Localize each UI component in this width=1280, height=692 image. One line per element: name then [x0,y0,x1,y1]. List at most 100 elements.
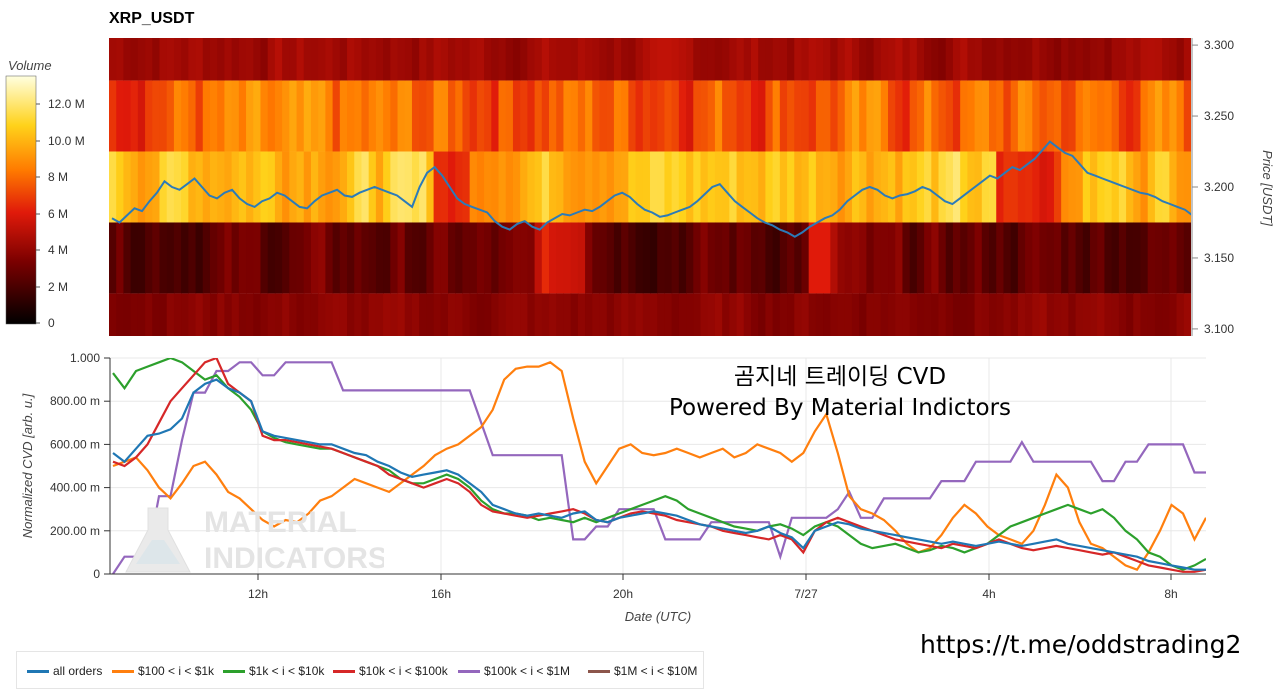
heatmap-cell [952,151,961,223]
heatmap-cell [686,293,694,336]
heatmap-cell [1104,222,1113,294]
heatmap-cell [361,293,370,336]
heatmap-cell [866,80,875,152]
cvd-y-tick-label: 400.00 m [50,481,100,495]
heatmap-cell [498,222,507,294]
telegram-link[interactable]: https://t.me/oddstrading2 [920,630,1242,659]
heatmap-cell [635,293,644,336]
heatmap-cell [1118,80,1127,152]
heatmap-cell [613,222,622,294]
heatmap-cell [1183,151,1191,223]
heatmap-cell [505,151,514,223]
heatmap-cell [909,38,918,81]
heatmap-cell [433,38,442,81]
heatmap-cell [873,151,882,223]
heatmap-cell [758,80,767,152]
heatmap-cell [462,151,471,223]
heatmap-cell [693,151,702,223]
heatmap-y-tick-label: 3.250 [1204,109,1234,123]
heatmap-cell [440,293,449,336]
heatmap-cell [823,151,831,223]
heatmap-cell [1053,80,1062,152]
heatmap-cell [974,151,983,223]
legend-item[interactable]: $1M < i < $10M [588,652,697,690]
heatmap-cell [570,80,579,152]
heatmap-cell [1003,38,1012,81]
heatmap-cell [253,38,262,81]
heatmap-cell [722,80,730,152]
legend-item[interactable]: $100k < i < $1M [458,652,570,690]
heatmap-cell [1039,151,1048,223]
heatmap-cell [1140,80,1149,152]
legend-item[interactable]: $10k < i < $100k [333,652,448,690]
legend-swatch [223,670,245,674]
heatmap-cell [952,293,961,336]
heatmap-cell [462,293,471,336]
heatmap-cell [1097,222,1106,294]
legend-item[interactable]: $100 < i < $1k [112,652,214,690]
heatmap-cell [851,80,860,152]
heatmap-cell [426,222,435,294]
heatmap-cell [765,222,774,294]
heatmap-cell [498,293,507,336]
heatmap-cell [1154,151,1163,223]
heatmap-cell [866,293,875,336]
heatmap-cell [1090,80,1098,152]
heatmap-cell [332,151,341,223]
heatmap-cell [830,151,839,223]
heatmap-cell [1097,80,1106,152]
heatmap-cell [606,80,615,152]
heatmap-cell [779,222,788,294]
heatmap-cell [996,222,1005,294]
heatmap-y-axis: 3.300 3.250 3.200 3.150 3.100 [1191,38,1234,336]
heatmap-cell [585,80,593,152]
heatmap-cell [188,293,197,336]
heatmap-cell [888,222,896,294]
heatmap-cell [815,151,824,223]
heatmap-cell [181,80,189,152]
heatmap-cell [1118,38,1127,81]
heatmap-cell [303,151,312,223]
heatmap-cell [411,80,420,152]
heatmap-cell [411,222,420,294]
heatmap-cell [426,38,435,81]
heatmap-cell [448,151,456,223]
heatmap-cell [577,222,586,294]
heatmap-cell [606,151,615,223]
heatmap-cell [404,80,413,152]
heatmap-cell [426,293,435,336]
heatmap-cell [902,38,911,81]
heatmap-cell [520,38,528,81]
heatmap-cell [1068,80,1077,152]
heatmap-cell [534,151,543,223]
heatmap-cell [714,293,723,336]
heatmap-cell [109,293,117,336]
heatmap-cell [217,151,226,223]
colorbar-tick-label: 6 M [48,207,68,221]
heatmap-cell [310,151,319,223]
heatmap-cell [426,151,435,223]
heatmap-cell [945,222,954,294]
heatmap-cell [1046,151,1055,223]
legend-item[interactable]: all orders [27,652,102,690]
heatmap-cell [195,293,204,336]
heatmap-cell [1097,38,1106,81]
heatmap-cell [426,80,435,152]
heatmap-cell [166,38,175,81]
heatmap-cell [1133,151,1142,223]
legend-item[interactable]: $1k < i < $10k [223,652,324,690]
heatmap-y-tick-label: 3.300 [1204,38,1234,52]
heatmap-cell [397,151,406,223]
heatmap-cell [880,80,889,152]
heatmap-cell [231,80,240,152]
heatmap-cell [347,222,355,294]
heatmap-cell [556,80,565,152]
heatmap-cell [361,151,370,223]
heatmap-cell [159,80,168,152]
heatmap-cell [282,80,290,152]
heatmap-cell [1025,151,1033,223]
heatmap-cell [931,80,940,152]
heatmap-cell [960,222,968,294]
heatmap-cell [844,151,853,223]
